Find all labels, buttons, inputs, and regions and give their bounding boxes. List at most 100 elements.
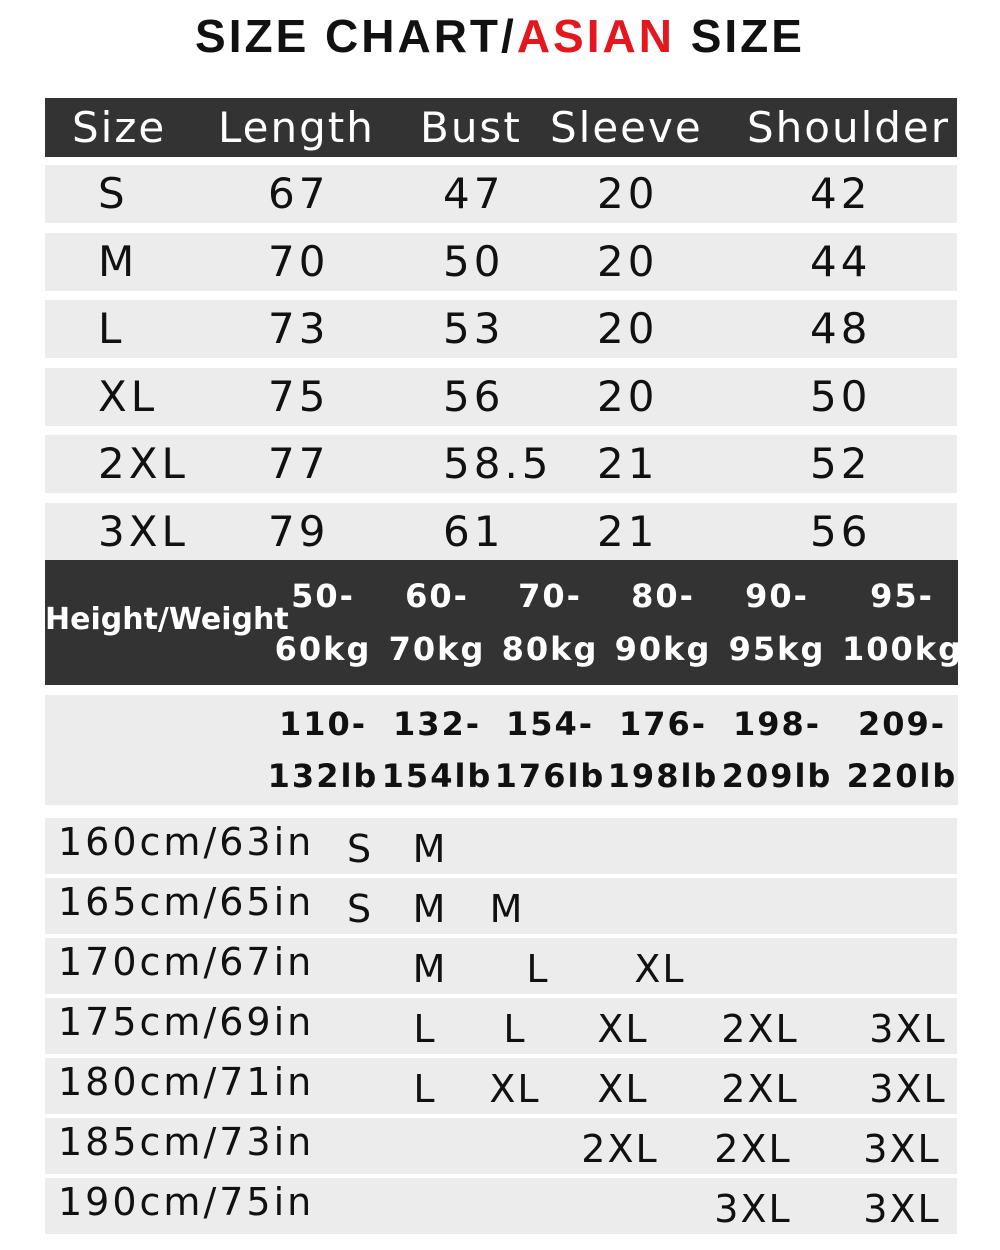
- weight-lb: 176-: [618, 705, 708, 743]
- table-cell: 75: [268, 371, 330, 421]
- recommended-size: 2XL: [721, 1067, 799, 1111]
- table-cell: 56: [810, 506, 872, 556]
- table-cell: L: [98, 304, 126, 353]
- recommended-size: 3XL: [869, 1067, 947, 1111]
- column-header: Length: [218, 103, 375, 152]
- column-header: Sleeve: [550, 103, 703, 152]
- height-label: 185cm/73in: [58, 1120, 315, 1164]
- recommended-size: M: [412, 947, 448, 991]
- height-row: [45, 878, 957, 934]
- weight-lb: 154lb: [381, 757, 493, 795]
- weight-header-row: [45, 560, 958, 685]
- weight-lb: 132-: [392, 705, 482, 743]
- table-cell: 20: [597, 236, 659, 286]
- table-cell: S: [98, 169, 129, 218]
- height-row: [45, 938, 957, 994]
- height-row: [45, 998, 957, 1054]
- height-label: 190cm/75in: [58, 1180, 315, 1224]
- column-header: Shoulder: [747, 103, 951, 152]
- height-label: 165cm/65in: [58, 880, 315, 924]
- table-cell: 21: [597, 506, 659, 556]
- table-cell: 2XL: [98, 439, 189, 488]
- weight-kg: 70-: [518, 577, 582, 615]
- recommended-size: S: [346, 827, 374, 871]
- table-cell: 79: [268, 506, 330, 556]
- height-label: 180cm/71in: [58, 1060, 315, 1104]
- recommended-size: 2XL: [714, 1127, 792, 1171]
- weight-kg: 100kg: [842, 630, 963, 668]
- weight-kg: 95kg: [728, 630, 826, 668]
- weight-kg: 80kg: [501, 630, 599, 668]
- recommended-size: 2XL: [721, 1007, 799, 1051]
- table-cell: 47: [443, 169, 505, 218]
- recommended-size: M: [489, 887, 525, 931]
- weight-kg: 60-: [405, 577, 469, 615]
- table-cell: 67: [268, 169, 330, 218]
- table-cell: 53: [443, 304, 505, 353]
- height-label: 160cm/63in: [58, 820, 315, 864]
- weight-lb: 176lb: [494, 757, 606, 795]
- table-row: [45, 367, 957, 426]
- height-weight-label: Height/Weight: [45, 602, 289, 637]
- table-cell: 50: [443, 236, 505, 286]
- recommended-size: XL: [597, 1007, 649, 1051]
- weight-lb: 209-: [857, 705, 947, 743]
- table-row: [45, 300, 957, 358]
- recommended-size: 3XL: [863, 1127, 941, 1171]
- weight-lb: 209lb: [721, 757, 833, 795]
- recommended-size: 3XL: [863, 1187, 941, 1231]
- weight-lb: 154-: [505, 705, 595, 743]
- table-cell: XL: [98, 371, 159, 421]
- table-cell: 44: [810, 236, 872, 286]
- recommended-size: 3XL: [869, 1007, 947, 1051]
- column-header: Bust: [420, 103, 522, 152]
- height-label: 170cm/67in: [58, 940, 315, 984]
- recommended-size: L: [413, 1007, 437, 1051]
- recommended-size: XL: [489, 1067, 541, 1111]
- weight-kg: 50-: [291, 577, 355, 615]
- recommended-size: XL: [634, 947, 686, 991]
- recommended-size: L: [413, 1067, 437, 1111]
- weight-kg: 70kg: [388, 630, 486, 668]
- recommended-size: M: [412, 827, 448, 871]
- height-row: [45, 1118, 957, 1174]
- weight-lb: 220lb: [846, 757, 958, 795]
- table-cell: 50: [810, 371, 872, 421]
- table-cell: 20: [597, 169, 659, 218]
- weight-kg: 90kg: [614, 630, 712, 668]
- weight-lb: 132lb: [267, 757, 379, 795]
- table-cell: 21: [597, 439, 659, 488]
- page-title: SIZE CHART/ASIAN SIZE: [0, 8, 1000, 64]
- recommended-size: S: [346, 887, 374, 931]
- table-cell: 42: [810, 169, 872, 218]
- weight-kg: 95-: [870, 577, 934, 615]
- weight-lb: 198-: [732, 705, 822, 743]
- size-table-header: [45, 98, 957, 157]
- recommended-size: 2XL: [581, 1127, 659, 1171]
- weight-lb: 198lb: [607, 757, 719, 795]
- weight-lb-row: [45, 695, 958, 805]
- title-accent: ASIAN: [516, 10, 675, 62]
- table-row: [45, 232, 957, 291]
- table-cell: 56: [443, 371, 505, 421]
- title-text: SIZE CHART/: [195, 10, 517, 62]
- recommended-size: 3XL: [714, 1187, 792, 1231]
- recommended-size: M: [412, 887, 448, 931]
- height-row: [45, 1058, 957, 1114]
- weight-lb: 110-: [278, 705, 368, 743]
- table-row: [45, 435, 957, 493]
- table-cell: 73: [268, 304, 330, 353]
- title-text-end: SIZE: [674, 10, 805, 62]
- recommended-size: L: [526, 947, 550, 991]
- height-row: [45, 1178, 957, 1234]
- table-cell: 52: [810, 439, 872, 488]
- table-cell: 20: [597, 304, 659, 353]
- table-cell: 58.5: [443, 439, 553, 488]
- weight-kg: 80-: [631, 577, 695, 615]
- table-cell: M: [98, 236, 139, 286]
- table-cell: 20: [597, 371, 659, 421]
- table-cell: 77: [268, 439, 330, 488]
- recommended-size: L: [503, 1007, 527, 1051]
- column-header: Size: [72, 103, 167, 152]
- table-cell: 70: [268, 236, 330, 286]
